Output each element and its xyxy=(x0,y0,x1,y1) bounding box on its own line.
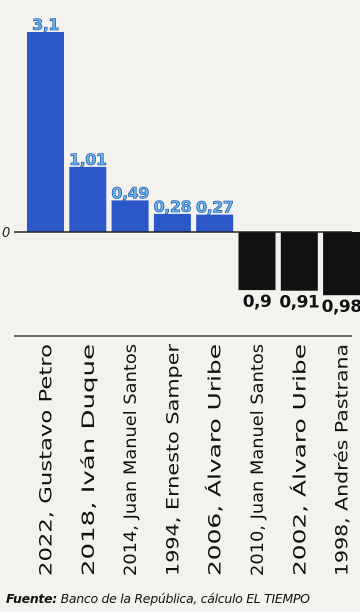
bars-layer xyxy=(27,32,360,296)
source-note: Fuente: Banco de la República, cálculo E… xyxy=(6,591,358,606)
value-label-6: 0,9 xyxy=(243,292,272,312)
category-label-3: 2014, Juan Manuel Santos xyxy=(121,344,140,576)
bar-4 xyxy=(153,213,191,232)
bar-1 xyxy=(27,32,64,232)
value-label-7: 0,91 xyxy=(279,293,319,313)
value-label-4: 0,28 xyxy=(154,197,192,216)
category-label-1: 2022, Gustavo Petro xyxy=(37,344,56,576)
category-label-8: 1998, Andrés Pastrana xyxy=(333,344,352,576)
category-label-4: 1994, Ernesto Samper xyxy=(163,344,182,576)
value-labels-layer: 3,1 1,010,49 0,28 0,27 0,9 0,91 0,98 xyxy=(32,15,360,318)
value-label-2: 1,01 xyxy=(69,150,107,169)
category-labels-layer: 2022, Gustavo Petro 2018, Iván Duque 2014,… xyxy=(37,344,352,576)
bar-5 xyxy=(196,214,234,232)
value-label-3: 0,49 xyxy=(111,183,149,202)
zero-tick-label: 0 xyxy=(2,226,10,241)
value-label-8: 0,98 xyxy=(322,297,360,317)
category-label-7: 2002, Álvaro Uribe xyxy=(290,344,309,576)
bar-3 xyxy=(111,200,149,232)
category-label-5: 2006, Álvaro Uribe xyxy=(206,344,225,576)
bar-7 xyxy=(280,232,318,291)
category-label-6: 2010, Juan Manuel Santos xyxy=(248,344,267,576)
source-text: Banco de la República, cálculo EL TIEMPO xyxy=(56,591,310,606)
value-label-1: 3,1 xyxy=(32,15,59,34)
value-label-5: 0,27 xyxy=(196,198,233,217)
bar-2 xyxy=(69,166,107,232)
source-label: Fuente: xyxy=(6,591,57,606)
bar-6 xyxy=(238,232,276,291)
category-label-2: 2018, Iván Duque xyxy=(79,344,98,576)
bar-8 xyxy=(323,232,360,296)
